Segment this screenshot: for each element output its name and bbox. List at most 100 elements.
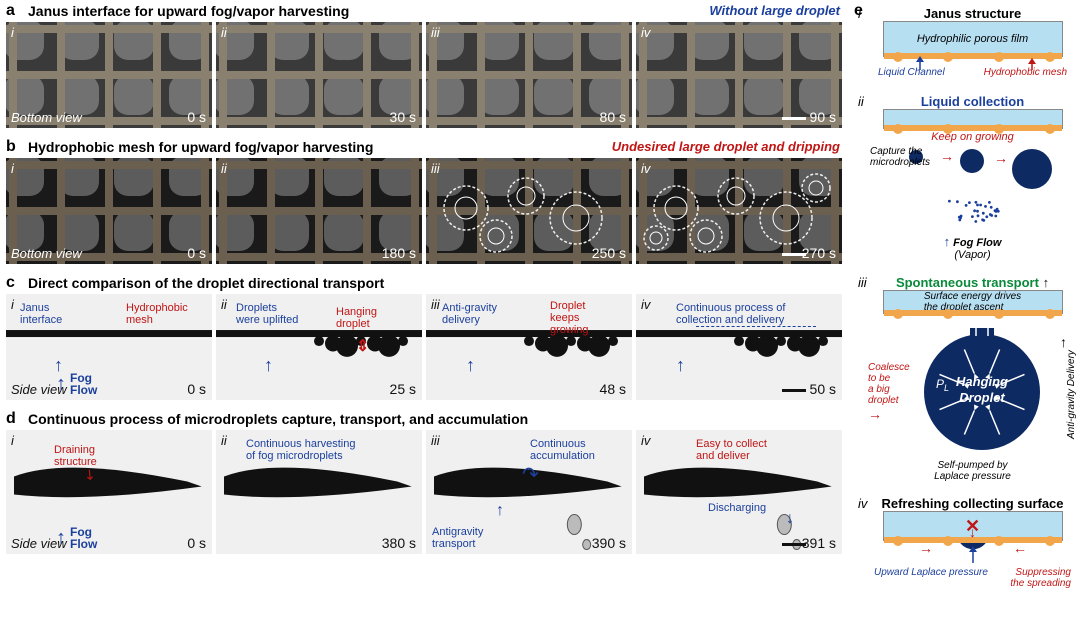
panel-c-title: Direct comparison of the droplet directi… (28, 275, 384, 291)
roman: iv (858, 496, 867, 511)
down-arrow-icon: ↓ (969, 524, 976, 540)
roman: iii (431, 433, 440, 448)
panel-d: d Continuous process of microdroplets ca… (0, 408, 848, 558)
panel-b-note: Undesired large droplet and dripping (612, 139, 840, 154)
tile-b-ii: ii 180 s (216, 158, 422, 264)
roman: i (11, 433, 14, 448)
upward-laplace-label: Upward Laplace pressure (874, 567, 988, 589)
panel-b: b Hydrophobic mesh for upward fog/vapor … (0, 136, 848, 268)
svg-text:→: → (940, 148, 954, 164)
time-label: 50 s (810, 381, 836, 397)
down-arrow-icon: ↓ (786, 510, 794, 528)
svg-text:→: → (919, 541, 933, 556)
roman: iii (431, 297, 440, 312)
roman: iv (641, 297, 650, 312)
roman: ii (221, 161, 227, 176)
panel-d-label: d (6, 410, 16, 428)
annotation: Janusinterface (20, 302, 62, 326)
panel-b-title: Hydrophobic mesh for upward fog/vapor ha… (28, 139, 373, 155)
e-i-title: Janus structure (870, 6, 1075, 21)
fog-dots-icon (870, 195, 1075, 234)
roman: ii (858, 94, 864, 109)
tile-c-iii: iii 48 s Anti-gravitydelivery Dropletkeepsg… (426, 294, 632, 400)
svg-text:←: ← (1013, 541, 1027, 556)
fog-flow-label: ↑ Fog Flow(Vapor) (870, 234, 1075, 261)
up-arrow-icon: ↑ (264, 355, 273, 376)
panel-d-title: Continuous process of microdroplets capt… (28, 411, 528, 427)
scale-bar (782, 253, 806, 256)
annotation: Easy to collectand deliver (696, 438, 767, 462)
panel-a-title: Janus interface for upward fog/vapor har… (28, 3, 349, 19)
e-section-ii: iiLiquid collectionKeep on growing→→Capt… (870, 94, 1075, 261)
roman: i (858, 6, 861, 21)
panel-b-label: b (6, 138, 16, 156)
up-arrow-icon: ↑ (466, 355, 475, 376)
time-label: 0 s (187, 245, 206, 261)
e-iii-title: Spontaneous transport ↑ (870, 275, 1075, 290)
tile-a-i: i 0 s Bottom view (6, 22, 212, 128)
annotation: Discharging (708, 502, 766, 514)
tile-d-iii: iii 390 s Continuousaccumulation Antigravit… (426, 430, 632, 554)
time-label: 90 s (810, 109, 836, 125)
panel-e-content: iJanus structureHydrophilic porous filmL… (870, 4, 1075, 589)
e-section-iv: ivRefreshing collecting surface✕↓→←Upwar… (870, 496, 1075, 589)
roman: iv (641, 25, 650, 40)
time-label: 391 s (802, 535, 836, 551)
annotation: Anti-gravitydelivery (442, 302, 497, 326)
annotation: Dropletswere uplifted (236, 302, 298, 326)
time-label: 0 s (187, 109, 206, 125)
tile-c-i: i0 sSide view↑FogFlowJanusinterfaceHydro… (6, 294, 212, 400)
dashed-arrow (696, 326, 816, 327)
time-label: 48 s (600, 381, 626, 397)
capture-label: Capture themicrodroplets (870, 146, 928, 168)
svg-text:Hanging: Hanging (956, 374, 1008, 389)
tile-a-iii: iii80 s (426, 22, 632, 128)
time-label: 180 s (382, 245, 416, 261)
panel-c-tiles: i0 sSide view↑FogFlowJanusinterfaceHydro… (6, 294, 842, 400)
roman: ii (221, 25, 227, 40)
film-label: Hydrophilic porous film (884, 22, 1062, 56)
scale-bar (782, 389, 806, 392)
tile-b-i: i0 sBottom view (6, 158, 212, 264)
time-label: 30 s (390, 109, 416, 125)
scale-bar (782, 543, 806, 546)
annotation: Dropletkeepsgrowing (550, 300, 589, 336)
roman: i (11, 161, 14, 176)
panel-a: a Janus interface for upward fog/vapor h… (0, 0, 848, 132)
panel-c-label: c (6, 274, 15, 292)
time-label: 390 s (592, 535, 626, 551)
pointer-arrows-icon (882, 56, 1062, 70)
half-droplet-icon: →← (883, 541, 1063, 567)
e-iv-title: Refreshing collecting surface (870, 496, 1075, 511)
panel-c: c Direct comparison of the droplet direc… (0, 272, 848, 404)
roman: iv (641, 161, 650, 176)
time-label: 0 s (187, 535, 206, 551)
time-label: 250 s (592, 245, 626, 261)
svg-text:→: → (994, 150, 1008, 166)
suppressing-label: Suppressingthe spreading (1010, 567, 1071, 589)
scale-bar (782, 117, 806, 120)
e-section-i: iJanus structureHydrophilic porous filmL… (870, 4, 1075, 78)
fog-flow-arrow: ↑FogFlow (56, 526, 97, 550)
up-arrow-icon: ↑ (54, 355, 63, 376)
anti-gravity-label: Anti-gravity Delivery (1066, 340, 1077, 450)
up-arrow-icon: ↑ (676, 355, 685, 376)
panel-a-tiles: i 0 s Bottom view ii 30 s iii80 s iv 90 s (6, 22, 842, 128)
roman: ii (221, 433, 227, 448)
roman: i (11, 25, 14, 40)
annotation: Hydrophobicmesh (126, 302, 188, 326)
view-label: Bottom view (11, 110, 82, 125)
panel-a-label: a (6, 2, 15, 20)
roman: iv (641, 433, 650, 448)
tile-c-ii: ii25 sDropletswere upliftedHangingdrople… (216, 294, 422, 400)
time-label: 380 s (382, 535, 416, 551)
roman: i (11, 297, 14, 312)
annotation: Antigravitytransport (432, 526, 483, 550)
panel-b-tiles: i0 sBottom viewii180 siii250 siv270 s (6, 158, 842, 264)
annotation: Continuousaccumulation (530, 438, 595, 462)
tile-b-iv: iv270 s (636, 158, 842, 264)
panel-d-tiles: i0 sSide view↑FogFlowDrainingstructure↘i… (6, 430, 842, 554)
time-label: 0 s (187, 381, 206, 397)
e-ii-title: Liquid collection (870, 94, 1075, 109)
tile-d-iv: iv 391 s Easy to collectand deliver Dischar… (636, 430, 842, 554)
